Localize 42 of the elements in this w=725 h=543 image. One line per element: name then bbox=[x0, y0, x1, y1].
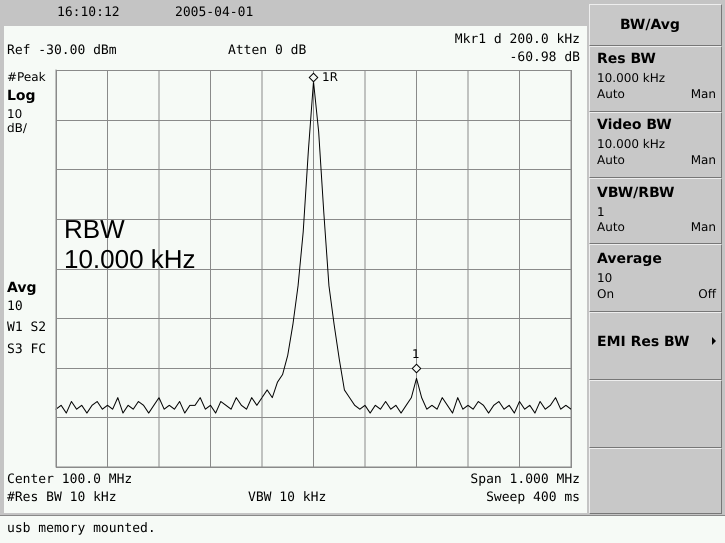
text: Video BW bbox=[597, 117, 672, 133]
text: VBW 10 kHz bbox=[248, 490, 326, 505]
text: Man bbox=[690, 220, 716, 234]
text: Ref -30.00 dBm bbox=[7, 43, 117, 58]
text: 10 bbox=[7, 299, 23, 314]
text: Mkr1 d 200.0 kHz bbox=[454, 32, 580, 47]
text: Center 100.0 MHz bbox=[7, 472, 132, 487]
text: usb memory mounted. bbox=[7, 521, 156, 536]
text: 10.000 kHz bbox=[597, 71, 666, 85]
text: Log bbox=[7, 88, 36, 104]
text: Atten 0 dB bbox=[228, 43, 306, 58]
text: Auto bbox=[597, 153, 625, 167]
text: #Peak bbox=[7, 70, 46, 84]
text: Avg bbox=[7, 280, 36, 296]
text: EMI Res BW bbox=[597, 334, 690, 350]
text: Span 1.000 MHz bbox=[470, 472, 580, 487]
annotation: 1 bbox=[412, 347, 420, 361]
text: S3 FC bbox=[7, 342, 46, 357]
text: 1 bbox=[597, 205, 605, 219]
annotation: 10.000 kHz bbox=[64, 244, 196, 274]
text: Average bbox=[597, 251, 662, 267]
text: #Res BW 10 kHz bbox=[7, 490, 117, 505]
text: -60.98 dB bbox=[510, 50, 580, 65]
text: W1 S2 bbox=[7, 320, 46, 335]
annotation: RBW bbox=[64, 214, 125, 244]
text: Auto bbox=[597, 87, 625, 101]
text: 16:10:12 bbox=[57, 5, 120, 20]
text: 2005-04-01 bbox=[175, 5, 254, 20]
text: Man bbox=[690, 87, 716, 101]
text: 10.000 kHz bbox=[597, 137, 666, 151]
text: Man bbox=[690, 153, 716, 167]
text: Auto bbox=[597, 220, 625, 234]
text: VBW/RBW bbox=[597, 185, 674, 201]
text: 10 bbox=[7, 107, 22, 121]
text: 10 bbox=[597, 271, 612, 285]
text: On bbox=[597, 287, 614, 301]
text: BW/Avg bbox=[620, 17, 680, 33]
text: Off bbox=[698, 287, 716, 301]
text: Res BW bbox=[597, 51, 656, 67]
text: dB/ bbox=[7, 121, 27, 135]
text: Sweep 400 ms bbox=[486, 490, 580, 505]
annotation: 1R bbox=[322, 70, 338, 84]
